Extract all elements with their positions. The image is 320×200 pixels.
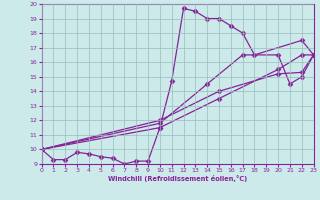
X-axis label: Windchill (Refroidissement éolien,°C): Windchill (Refroidissement éolien,°C) <box>108 175 247 182</box>
